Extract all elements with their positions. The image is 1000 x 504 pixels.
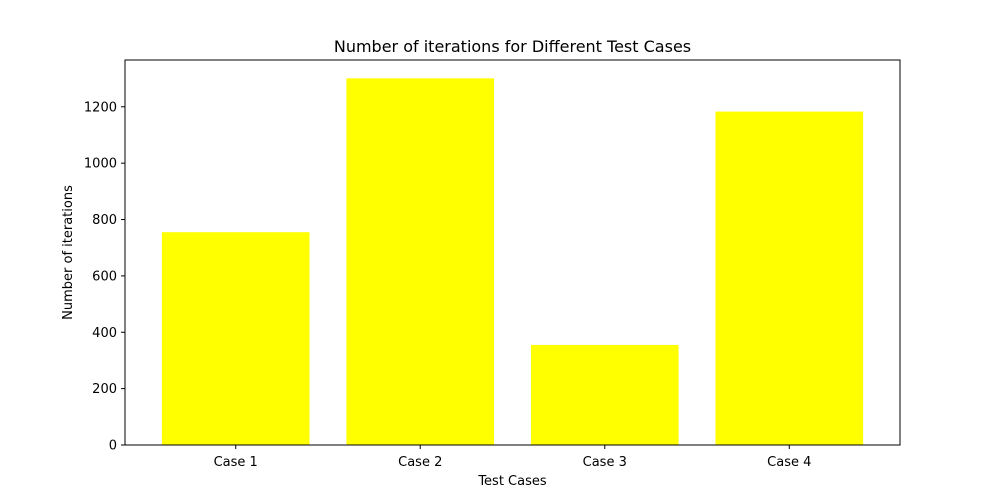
- x-tick-label: Case 3: [583, 455, 627, 470]
- bar-case-3: [530, 344, 679, 445]
- y-tick-label: 1000: [84, 157, 117, 172]
- x-tick-label: Case 4: [767, 455, 811, 470]
- y-tick-label: 400: [92, 326, 117, 341]
- y-axis: 0 200 400 600 800 1000 1200: [84, 100, 125, 454]
- x-axis: Case 1 Case 2 Case 3 Case 4: [214, 445, 811, 470]
- bars-layer: [161, 78, 864, 445]
- chart-title: Number of iterations for Different Test …: [334, 37, 691, 56]
- y-tick-label: 600: [92, 269, 117, 284]
- bar-case-4: [715, 111, 864, 445]
- y-tick-label: 800: [92, 213, 117, 228]
- x-axis-label: Test Cases: [477, 474, 547, 489]
- x-tick-label: Case 2: [398, 455, 442, 470]
- y-tick-label: 0: [109, 439, 117, 454]
- y-tick-label: 1200: [84, 100, 117, 115]
- y-tick-label: 200: [92, 382, 117, 397]
- plot-frame: [124, 59, 901, 446]
- bar-case-1: [161, 232, 310, 445]
- y-axis-label: Number of iterations: [61, 185, 76, 320]
- x-tick-label: Case 1: [214, 455, 258, 470]
- bar-case-2: [346, 78, 495, 445]
